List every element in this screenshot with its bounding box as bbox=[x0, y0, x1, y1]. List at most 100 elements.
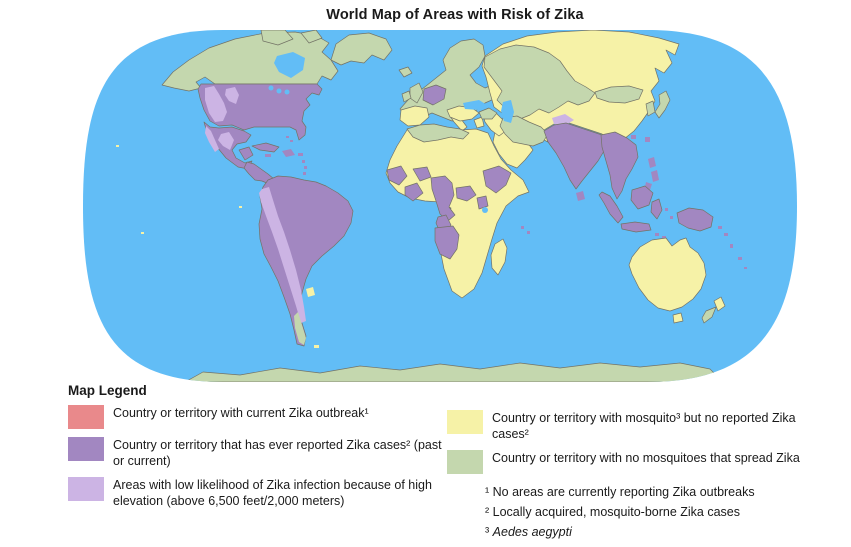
legend-swatch-no-mosquitoes bbox=[447, 450, 483, 474]
region-mongolia bbox=[594, 85, 644, 104]
region-india bbox=[543, 122, 609, 190]
black-sea bbox=[463, 100, 487, 110]
footnote-2: ² Locally acquired, mosquito-borne Zika … bbox=[485, 502, 847, 522]
region-france bbox=[422, 84, 447, 106]
region-philippines-2 bbox=[651, 170, 659, 182]
region-reunion bbox=[527, 231, 530, 234]
region-iberia bbox=[399, 105, 430, 127]
hudson-bay bbox=[274, 52, 305, 78]
legend-swatch-ever-reported bbox=[68, 437, 104, 461]
legend-swatch-mosquito-no-cases bbox=[447, 410, 483, 434]
region-solomon-1 bbox=[718, 226, 722, 229]
region-fiji bbox=[738, 257, 742, 260]
region-west-russia-central-asia bbox=[483, 44, 596, 120]
legend-left-column: Country or territory with current Zika o… bbox=[68, 405, 453, 517]
region-bahamas-2 bbox=[290, 140, 293, 142]
region-greece bbox=[473, 116, 485, 129]
footnote-3-text: Aedes aegypti bbox=[492, 525, 572, 539]
region-new-guinea bbox=[676, 207, 714, 232]
footnote-1: ¹ No areas are currently reporting Zika … bbox=[485, 482, 847, 502]
region-falklands bbox=[314, 345, 319, 348]
region-new-zealand-north bbox=[713, 296, 726, 312]
region-pacific-island-2 bbox=[141, 232, 144, 234]
legend-header: Map Legend bbox=[68, 383, 147, 398]
region-antarctica bbox=[184, 362, 724, 382]
legend-label-mosquito-no-cases: Country or territory with mosquito³ but … bbox=[492, 411, 796, 441]
region-iceland bbox=[398, 66, 413, 78]
region-arctic-island bbox=[260, 30, 294, 46]
great-lake-1 bbox=[268, 85, 274, 91]
region-mauritius bbox=[521, 226, 524, 229]
legend-label-low-likelihood: Areas with low likelihood of Zika infect… bbox=[113, 478, 432, 508]
region-hispaniola bbox=[282, 149, 295, 157]
region-australia bbox=[628, 237, 707, 312]
region-turkey bbox=[446, 105, 480, 122]
region-argentina-patch bbox=[306, 287, 315, 297]
region-madagascar bbox=[490, 238, 508, 276]
region-lesser-sunda-1 bbox=[655, 233, 659, 236]
region-pacific-island-3 bbox=[744, 267, 747, 269]
region-southern-chile bbox=[294, 312, 306, 345]
region-antilles-3 bbox=[303, 172, 306, 175]
region-sri-lanka bbox=[576, 191, 585, 201]
region-southeast-asia bbox=[600, 131, 639, 200]
region-mexico-highlands bbox=[218, 132, 234, 150]
page-title: World Map of Areas with Risk of Zika bbox=[326, 7, 584, 23]
legend-right-column: Country or territory with mosquito³ but … bbox=[447, 410, 847, 542]
region-senegal-guinea bbox=[386, 165, 408, 186]
region-us-rockies-2 bbox=[225, 87, 239, 104]
region-uganda bbox=[476, 195, 489, 210]
region-taiwan bbox=[645, 137, 650, 142]
legend-item-outbreak: Country or territory with current Zika o… bbox=[68, 405, 453, 429]
caspian-sea bbox=[501, 100, 514, 123]
legend-label-outbreak: Country or territory with current Zika o… bbox=[113, 406, 369, 420]
region-maluku-1 bbox=[665, 208, 668, 211]
legend-item-low-likelihood: Areas with low likelihood of Zika infect… bbox=[68, 477, 453, 509]
footnote-3: ³ Aedes aegypti bbox=[485, 522, 847, 542]
region-canada-alaska bbox=[161, 31, 339, 92]
region-iran-afghanistan bbox=[499, 115, 549, 147]
great-lake-2 bbox=[276, 88, 282, 94]
region-himalaya bbox=[552, 114, 574, 126]
legend-swatch-low-likelihood bbox=[68, 477, 104, 501]
world-map-svg bbox=[83, 30, 797, 382]
region-antilles-2 bbox=[304, 166, 307, 169]
region-us-rockies bbox=[205, 86, 227, 122]
region-ethiopia bbox=[482, 165, 512, 194]
region-cote-divoire bbox=[404, 182, 424, 202]
legend-item-no-mosquitoes: Country or territory with no mosquitoes … bbox=[447, 450, 847, 474]
region-sulawesi bbox=[650, 198, 663, 220]
region-galapagos bbox=[239, 206, 242, 208]
region-ireland bbox=[401, 90, 412, 103]
region-solomon-2 bbox=[724, 233, 728, 236]
region-tasmania bbox=[672, 312, 684, 324]
region-andes bbox=[259, 187, 306, 323]
region-cuba bbox=[251, 142, 280, 153]
region-sumatra bbox=[598, 191, 624, 224]
region-japan bbox=[654, 90, 671, 119]
region-hainan bbox=[631, 135, 636, 139]
region-burkina bbox=[412, 166, 432, 182]
region-jamaica bbox=[265, 154, 271, 157]
footnote-2-sup: ² bbox=[485, 505, 490, 519]
legend-label-no-mosquitoes: Country or territory with no mosquitoes … bbox=[492, 451, 800, 465]
lake-victoria bbox=[482, 207, 488, 213]
region-antilles-1 bbox=[302, 160, 305, 163]
legend-item-ever-reported: Country or territory that has ever repor… bbox=[68, 437, 453, 469]
region-yucatan bbox=[238, 146, 254, 161]
region-borneo bbox=[630, 185, 654, 210]
region-vanuatu bbox=[730, 244, 733, 248]
region-caucasus bbox=[478, 107, 498, 120]
region-nigeria-cameroon bbox=[430, 175, 456, 222]
region-central-african-republic bbox=[455, 185, 477, 202]
footnote-1-text: No areas are currently reporting Zika ou… bbox=[492, 485, 755, 499]
region-baja-california bbox=[205, 126, 219, 152]
region-philippines-1 bbox=[648, 157, 656, 168]
world-map bbox=[55, 30, 797, 382]
legend-label-ever-reported: Country or territory that has ever repor… bbox=[113, 438, 442, 468]
region-nw-africa bbox=[406, 123, 470, 143]
region-java bbox=[620, 221, 652, 233]
region-maluku-2 bbox=[670, 216, 673, 219]
region-angola bbox=[434, 225, 460, 260]
